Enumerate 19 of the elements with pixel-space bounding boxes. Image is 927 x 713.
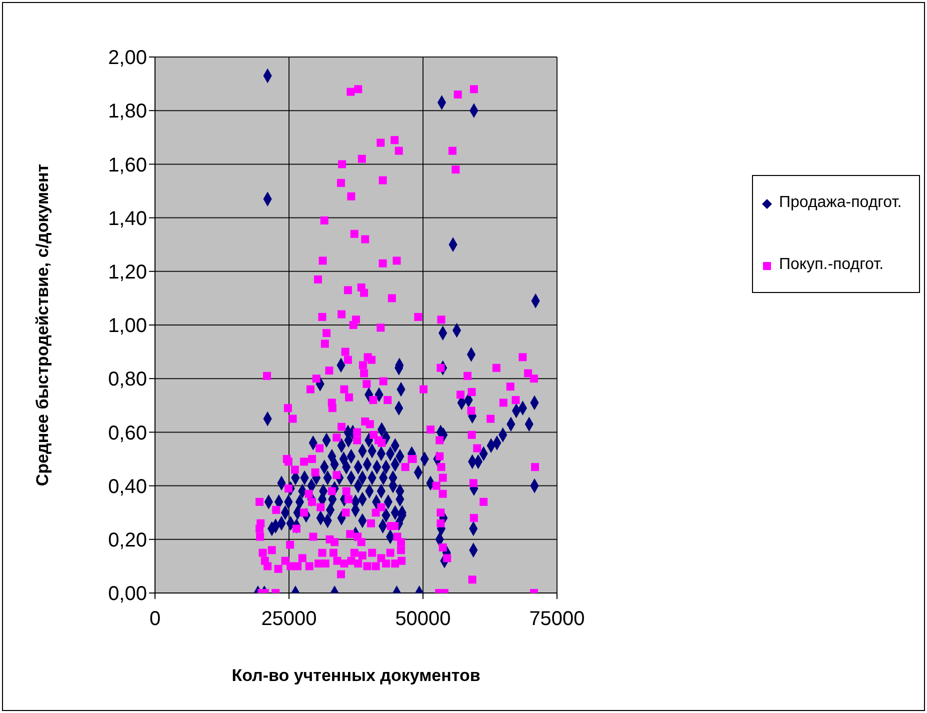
x-tick-label: 25000 xyxy=(261,608,317,630)
y-tick-label: 0,20 xyxy=(108,530,147,552)
y-tick-label: 1,40 xyxy=(108,208,147,230)
x-tick-label: 50000 xyxy=(395,608,451,630)
y-tick-label: 1,20 xyxy=(108,262,147,284)
y-tick-label: 0,00 xyxy=(108,583,147,606)
y-tick-label: 2,00 xyxy=(108,47,147,70)
y-tick-label: 0,40 xyxy=(108,476,147,498)
x-axis-title: Кол-во учтенных документов xyxy=(232,666,480,685)
legend-label: Продажа-подгот. xyxy=(779,194,902,212)
x-tick-label: 75000 xyxy=(529,608,585,630)
y-tick-label: 1,80 xyxy=(108,100,147,123)
y-tick-label: 0,80 xyxy=(108,368,147,391)
x-tick-label: 0 xyxy=(149,608,161,630)
y-tick-label: 1,00 xyxy=(108,315,147,338)
y-tick-label: 1,60 xyxy=(108,154,147,176)
y-axis-title: Среднее быстродействие, с/документ xyxy=(33,164,52,486)
y-tick-label: 0,60 xyxy=(108,422,147,444)
legend-label: Покуп.-подгот. xyxy=(779,256,884,274)
